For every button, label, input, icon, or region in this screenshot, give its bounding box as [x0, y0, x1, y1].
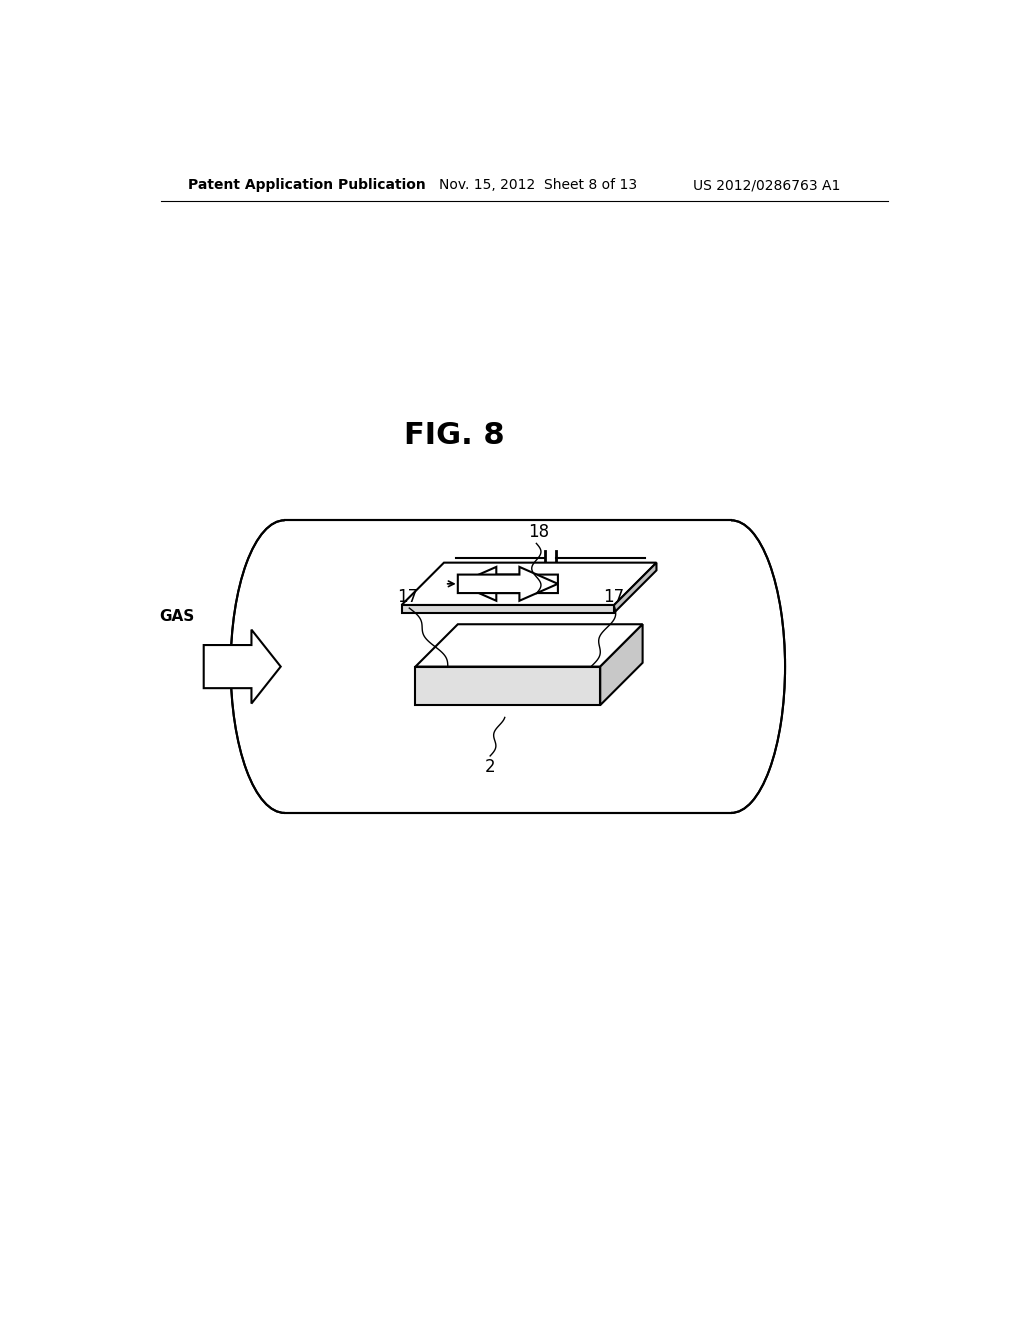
Text: US 2012/0286763 A1: US 2012/0286763 A1 — [692, 178, 840, 193]
Text: ELECTRICAL: ELECTRICAL — [482, 570, 549, 581]
Text: 17: 17 — [397, 589, 419, 606]
Text: FLUX LINE: FLUX LINE — [487, 587, 544, 597]
Text: Nov. 15, 2012  Sheet 8 of 13: Nov. 15, 2012 Sheet 8 of 13 — [438, 178, 637, 193]
Polygon shape — [401, 562, 656, 605]
Polygon shape — [614, 562, 656, 612]
Text: FIG. 8: FIG. 8 — [403, 421, 504, 450]
Text: GAS: GAS — [159, 609, 195, 624]
Polygon shape — [204, 630, 281, 704]
Text: 2: 2 — [484, 758, 496, 776]
Polygon shape — [600, 624, 643, 705]
Text: Patent Application Publication: Patent Application Publication — [188, 178, 426, 193]
Text: 18: 18 — [528, 523, 549, 541]
Polygon shape — [401, 605, 614, 612]
Polygon shape — [416, 624, 643, 667]
Text: 17: 17 — [603, 589, 624, 606]
Polygon shape — [285, 520, 731, 813]
Polygon shape — [458, 566, 558, 601]
Polygon shape — [458, 566, 558, 601]
Polygon shape — [416, 667, 600, 705]
